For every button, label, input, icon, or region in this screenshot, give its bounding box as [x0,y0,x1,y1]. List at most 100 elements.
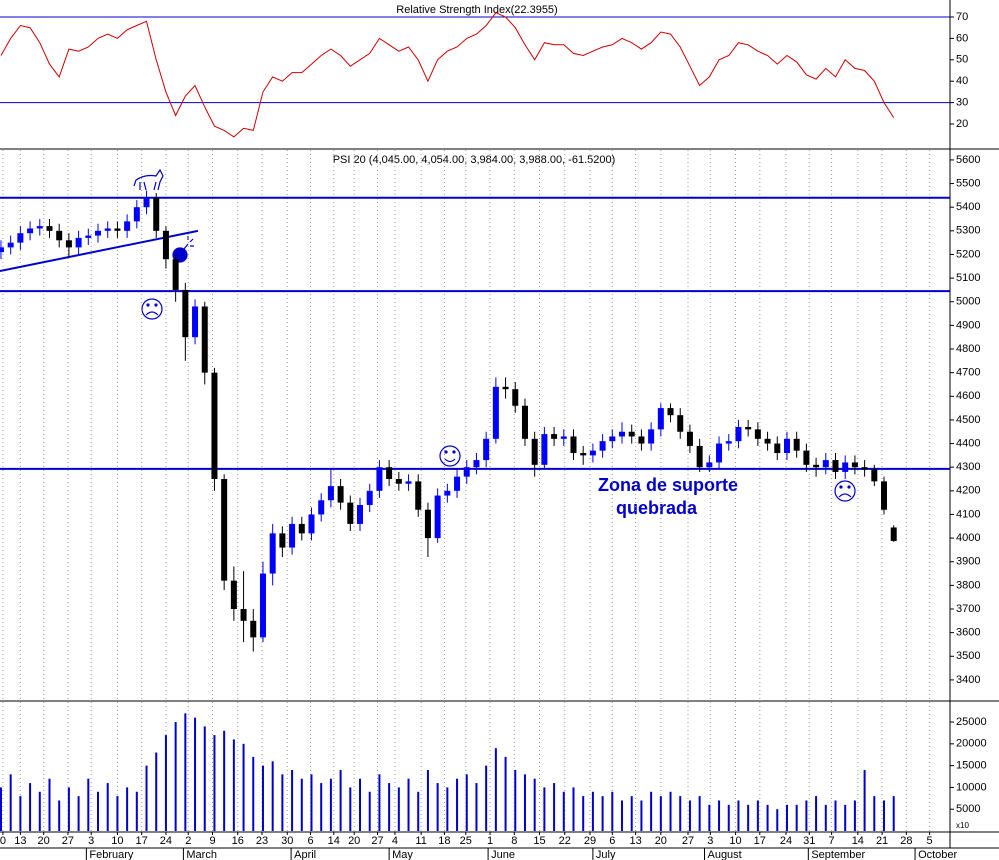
y-tick-label: 5600 [956,154,980,166]
volume-bar [727,804,730,831]
volume-bar [145,765,148,831]
x-tick-label: 14 [328,835,340,847]
volume-bar [553,783,556,831]
y-tick-label: 40 [956,75,968,87]
candle-body [589,450,596,456]
candle-body [881,481,888,510]
candle-body [95,230,102,236]
volume-bar [883,800,886,831]
candle-body [240,609,247,621]
y-tick-label: 4800 [956,343,980,355]
candle-body [327,486,334,501]
x-tick-label: 3 [707,835,713,847]
candle-body [851,462,858,468]
volume-bar [242,743,245,831]
month-label: September [811,849,865,860]
candle-body [0,247,4,253]
volume-bar [213,735,216,831]
candle-body [75,237,82,248]
month-label: June [491,849,515,860]
volume-bar [184,713,187,831]
candle-body [259,573,266,638]
candle-body [783,438,790,454]
x-tick-label: 17 [136,835,148,847]
candle-body [560,436,567,439]
volume-bar [601,796,604,831]
candle-body [619,431,626,437]
candle-body [822,460,829,468]
volume-bar [67,787,70,831]
month-label: February [89,849,134,860]
volume-bar [756,800,759,831]
x-tick-label: 10 [111,835,123,847]
x-tick-label: 10 [729,835,741,847]
volume-bar [291,769,294,831]
volume-bar [863,769,866,831]
x-tick-label: 18 [438,835,450,847]
volume-bar [815,796,818,831]
y-tick-label: 3400 [956,674,980,686]
candle-body [473,460,480,468]
volume-bar [397,787,400,831]
icons [133,168,856,502]
volume-bar [853,800,856,831]
candle-body [36,226,43,229]
volume-bar [834,800,837,831]
volume-bar [329,778,332,831]
volume-bar [126,787,129,831]
volume-bar [97,791,100,831]
bomb-icon [172,236,194,263]
candle-body [686,431,693,446]
candle-body [521,405,528,439]
candle-body [65,240,72,248]
volume-bar [621,800,624,831]
volume-bar [87,778,90,831]
candle-body [308,514,315,534]
candle-body [890,527,897,541]
x-tick-label: 6 [307,835,313,847]
scale-note: x10 [956,821,969,830]
annotation: quebrada [616,498,698,518]
x-tick-label: 16 [232,835,244,847]
candle-body [85,235,92,238]
candle-body [745,427,752,430]
volume-bar [485,765,488,831]
candle-body [735,427,742,442]
y-tick-label: 5100 [956,272,980,284]
volume-bar [320,783,323,831]
price-title: PSI 20 (4,045.00, 4,054.00, 3,984.00, 3,… [333,154,616,166]
candle-body [124,221,131,231]
volume-bar [281,774,284,831]
volume-bar [698,796,701,831]
volume-bar [426,769,429,831]
y-tick-label: 20 [956,118,968,130]
volume-bar [368,791,371,831]
volume-bar [58,800,61,831]
y-tick-label: 60 [956,32,968,44]
y-tick-label: 5400 [956,201,980,213]
x-tick-label: 6 [609,835,615,847]
candle-body [832,460,839,472]
y-tick-label: 4600 [956,390,980,402]
candle-body [298,523,305,534]
candle-body [133,207,140,222]
x-tick-label: 20 [348,835,360,847]
candle-body [677,415,684,432]
candle-body [114,228,121,231]
candle-body [628,431,635,437]
volume-bar [417,791,420,831]
volume-bar [310,774,313,831]
y-tick-label: 70 [956,11,968,23]
volume-bar [252,756,255,831]
volume-bar [116,796,119,831]
y-tick-label: 4000 [956,532,980,544]
y-tick-label: 3900 [956,556,980,568]
volume-bar [844,804,847,831]
volume-bar [892,796,895,831]
volume-bar [194,717,197,831]
candle-body [172,259,179,290]
volume-bar [378,774,381,831]
x-tick-label: 7 [829,835,835,847]
volume-bar [359,778,362,831]
